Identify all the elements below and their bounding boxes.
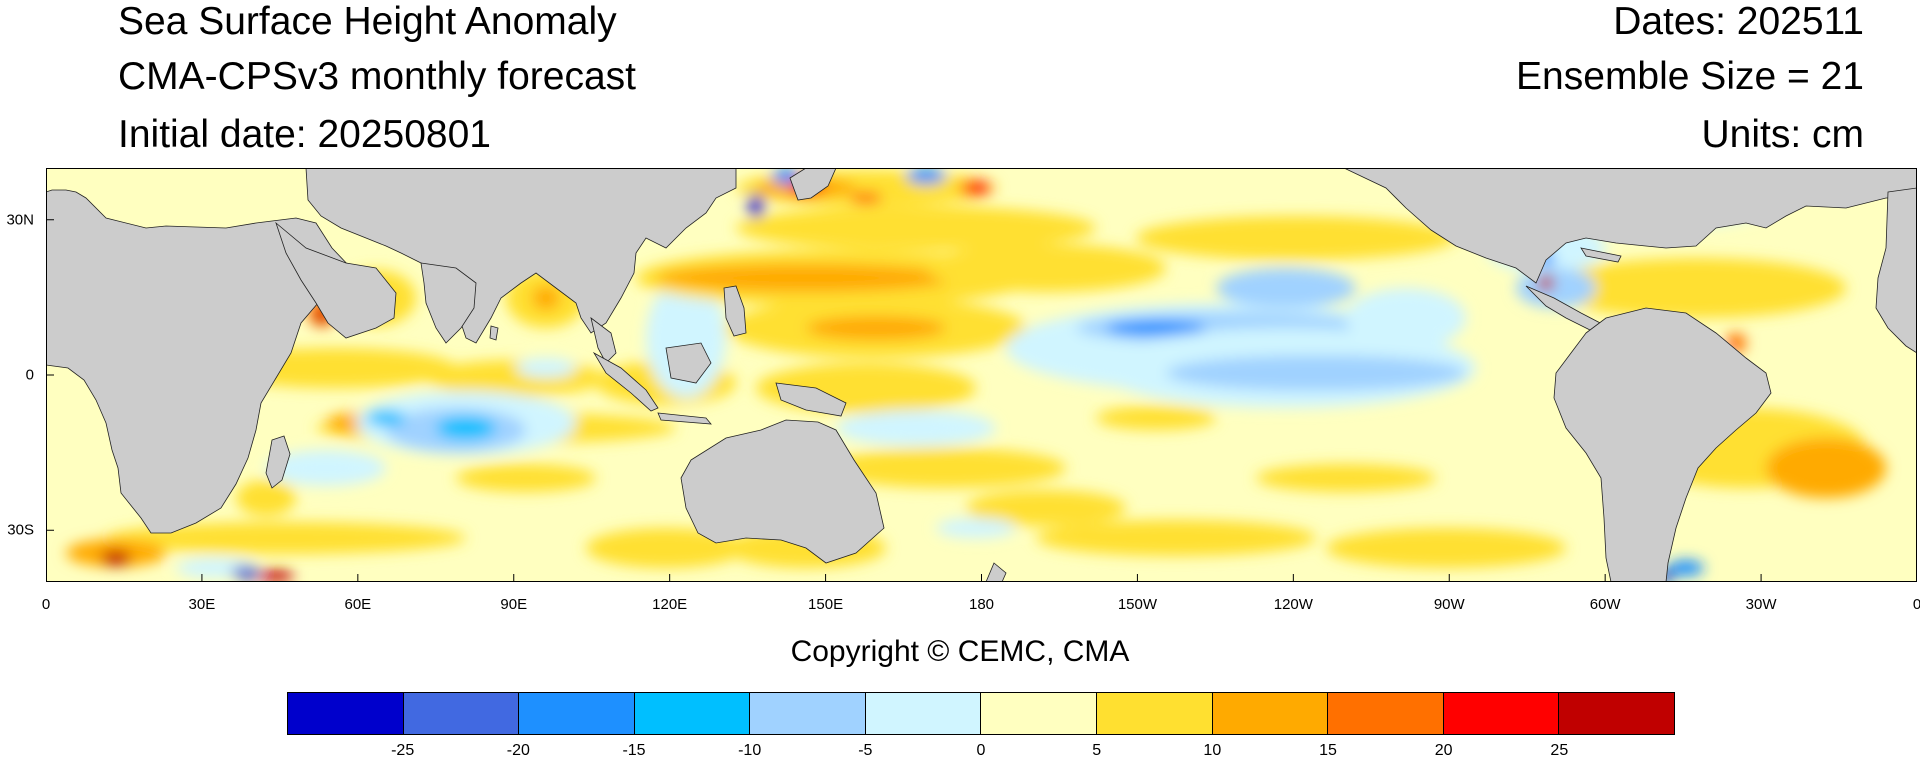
land-philippines xyxy=(723,285,747,337)
latitude-tick-label: 30S xyxy=(7,521,34,539)
ensemble-size: Ensemble Size = 21 xyxy=(1516,55,1864,98)
units-label: Units: cm xyxy=(1701,113,1864,156)
land-new-zealand xyxy=(985,562,1007,582)
land-masses xyxy=(46,168,1917,582)
land-indochina xyxy=(590,317,617,364)
copyright-notice: Copyright © CEMC, CMA xyxy=(790,635,1130,668)
longitude-tick-label: 30W xyxy=(1745,596,1777,613)
land-africa xyxy=(46,189,357,534)
colorbar-label: 10 xyxy=(1203,742,1222,759)
colorbar-bin xyxy=(1559,693,1674,734)
land-japan xyxy=(789,168,837,201)
longitude-tick-label: 0 xyxy=(1912,596,1920,613)
colorbar-bin xyxy=(865,693,982,734)
colorbar-label: 20 xyxy=(1434,742,1453,759)
colorbar-bin xyxy=(1443,693,1560,734)
land-india xyxy=(420,262,477,344)
land-sumatra xyxy=(592,351,659,412)
colorbar-bin xyxy=(1328,693,1444,734)
land-arabia xyxy=(275,221,397,339)
colorbar-bin xyxy=(981,693,1098,734)
longitude-tick-label: 120W xyxy=(1273,596,1313,613)
longitude-tick-label: 60W xyxy=(1589,596,1621,613)
land-australia xyxy=(680,419,885,564)
longitude-tick-label: 90E xyxy=(500,596,528,613)
colorbar-label: 25 xyxy=(1550,742,1569,759)
longitude-tick-label: 0 xyxy=(41,596,51,613)
latitude-tick-label: 30N xyxy=(6,211,34,229)
land-south-america xyxy=(1553,307,1772,582)
colorbar-label: -20 xyxy=(506,742,530,759)
land-sri-lanka xyxy=(489,325,499,341)
longitude-tick-label: 120E xyxy=(652,596,688,613)
colorbar-bin xyxy=(634,693,751,734)
model-subtitle: CMA-CPSv3 monthly forecast xyxy=(118,55,636,98)
colorbar-label: -15 xyxy=(622,742,646,759)
longitude-tick-label: 150E xyxy=(808,596,844,613)
colorbar-label: 15 xyxy=(1319,742,1337,759)
colorbar-label: -10 xyxy=(738,742,762,759)
land-cuba xyxy=(1580,247,1622,263)
colorbar-bin xyxy=(1212,693,1329,734)
longitude-tick-label: 30E xyxy=(188,596,216,613)
land-new-guinea xyxy=(775,382,847,417)
colorbar-label: -25 xyxy=(391,742,415,759)
forecast-dates: Dates: 202511 xyxy=(1613,0,1864,43)
colorbar-bin xyxy=(519,693,635,734)
longitude-tick-label: 60E xyxy=(344,596,372,613)
colorbar-bin xyxy=(1097,693,1213,734)
land-java xyxy=(657,412,712,425)
colorbar xyxy=(287,692,1675,735)
land-east-atlantic xyxy=(1875,187,1917,354)
longitude-tick-label: 150W xyxy=(1117,596,1157,613)
colorbar-label: -5 xyxy=(858,742,873,759)
colorbar-bin xyxy=(288,693,404,734)
initial-date: Initial date: 20250801 xyxy=(118,113,491,156)
land-madagascar xyxy=(265,435,291,489)
land-borneo xyxy=(665,342,712,384)
land-asia xyxy=(305,168,737,344)
tick-marks xyxy=(46,219,1917,582)
longitude-tick-label: 180 xyxy=(968,596,995,613)
latitude-tick-label: 0 xyxy=(25,366,34,384)
ssh-anomaly-map xyxy=(46,168,1917,582)
colorbar-label: 5 xyxy=(1092,742,1102,759)
colorbar-bin xyxy=(403,693,520,734)
map-title: Sea Surface Height Anomaly xyxy=(118,0,617,43)
map-canvas xyxy=(46,168,1917,582)
colorbar-bin xyxy=(750,693,866,734)
colorbar-label: 0 xyxy=(976,742,986,759)
longitude-tick-label: 90W xyxy=(1433,596,1465,613)
land-north-america xyxy=(1343,168,1917,284)
